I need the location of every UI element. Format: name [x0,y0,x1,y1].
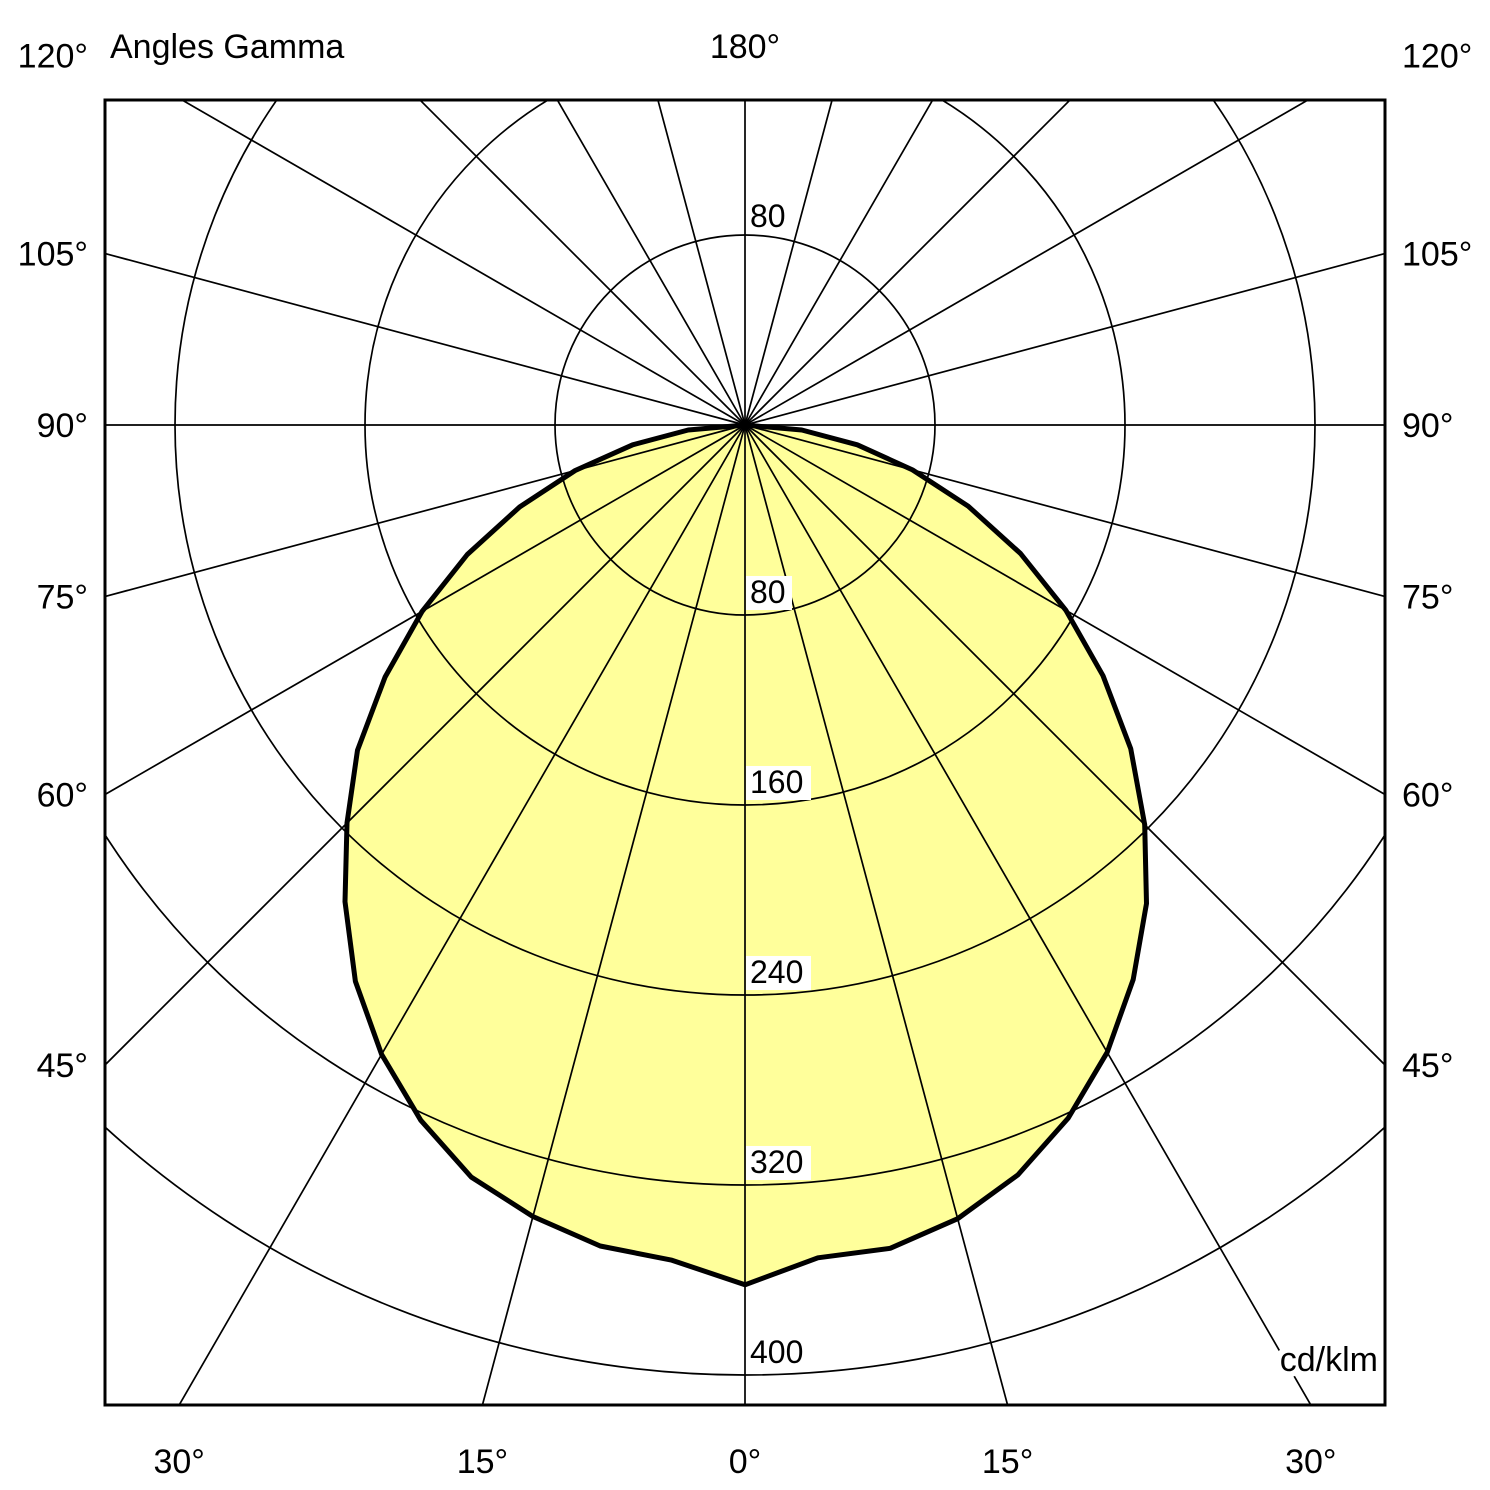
grid-radial-line-120 [744,100,1310,426]
grid-radial-line-30 [744,424,1312,1405]
ring-label-box-160-bottom [746,766,811,800]
grid-radial-line-165 [744,100,833,426]
plot-frame [103,98,1387,1407]
grid-radial-line-345 [481,424,746,1405]
ring-label-400-bottom: 400 [750,1334,803,1370]
grid-radial-line-300 [105,424,746,796]
grid-radial-line-195 [657,100,746,426]
axis-label-bottom-15: 15° [982,1443,1033,1481]
ring-label-240-bottom: 240 [750,954,803,990]
intensity-curve-outline [342,422,1149,1288]
unit-label: cd/klm [1280,1341,1378,1379]
grid-radial-line-225 [418,100,746,426]
grid-radial-line-45 [744,424,1385,1067]
ring-label-160-bottom: 160 [750,764,803,800]
axis-label-left-120: 120° [18,38,88,76]
grid-radial-line-315 [105,424,746,1067]
axis-label-bottom-30: 30° [1285,1443,1336,1481]
axis-label-right-120: 120° [1402,38,1472,76]
grid-radial-line-135 [744,100,1072,426]
ring-label-box-80-top [746,200,792,234]
axis-label-right-60: 60° [1402,777,1453,815]
axis-label-left-75: 75° [37,579,88,617]
ring-label-320-bottom: 320 [750,1144,803,1180]
axis-label-left-60: 60° [37,777,88,815]
axis-label-top-180: 180° [710,28,780,66]
axis-label-right-45: 45° [1402,1047,1453,1085]
chart-title: Angles Gamma [110,28,344,66]
axis-label-left-105: 105° [18,236,88,274]
ring-label-80-top: 80 [750,198,786,234]
axis-label-left-90: 90° [37,407,88,445]
grid-radial-line-60 [744,424,1385,796]
grid-radial-line-150 [744,100,934,426]
axis-label-bottom--15: 15° [457,1443,508,1481]
ring-label-box-80-bottom [746,576,792,610]
grid-radial-line-15 [744,424,1009,1405]
grid-radial-line-285 [105,424,746,598]
grid-radial-line-240 [180,100,746,426]
grid-radial-line-105 [744,252,1385,426]
axis-label-right-105: 105° [1402,236,1472,274]
axis-label-left-45: 45° [37,1047,88,1085]
ring-label-box-320-bottom [746,1146,811,1180]
axis-label-right-90: 90° [1402,407,1453,445]
axis-label-right-75: 75° [1402,579,1453,617]
ring-label-box-240-bottom [746,956,811,990]
grid-radial-line-330 [178,424,746,1405]
axis-label-bottom--30: 30° [153,1443,204,1481]
axis-label-bottom-0: 0° [729,1443,762,1481]
grid-radial-line-75 [744,424,1385,598]
ring-label-box-400-bottom [746,1336,811,1370]
grid-radial-line-210 [556,100,746,426]
grid-radial-line-255 [105,252,746,426]
ring-label-80-bottom: 80 [750,574,786,610]
